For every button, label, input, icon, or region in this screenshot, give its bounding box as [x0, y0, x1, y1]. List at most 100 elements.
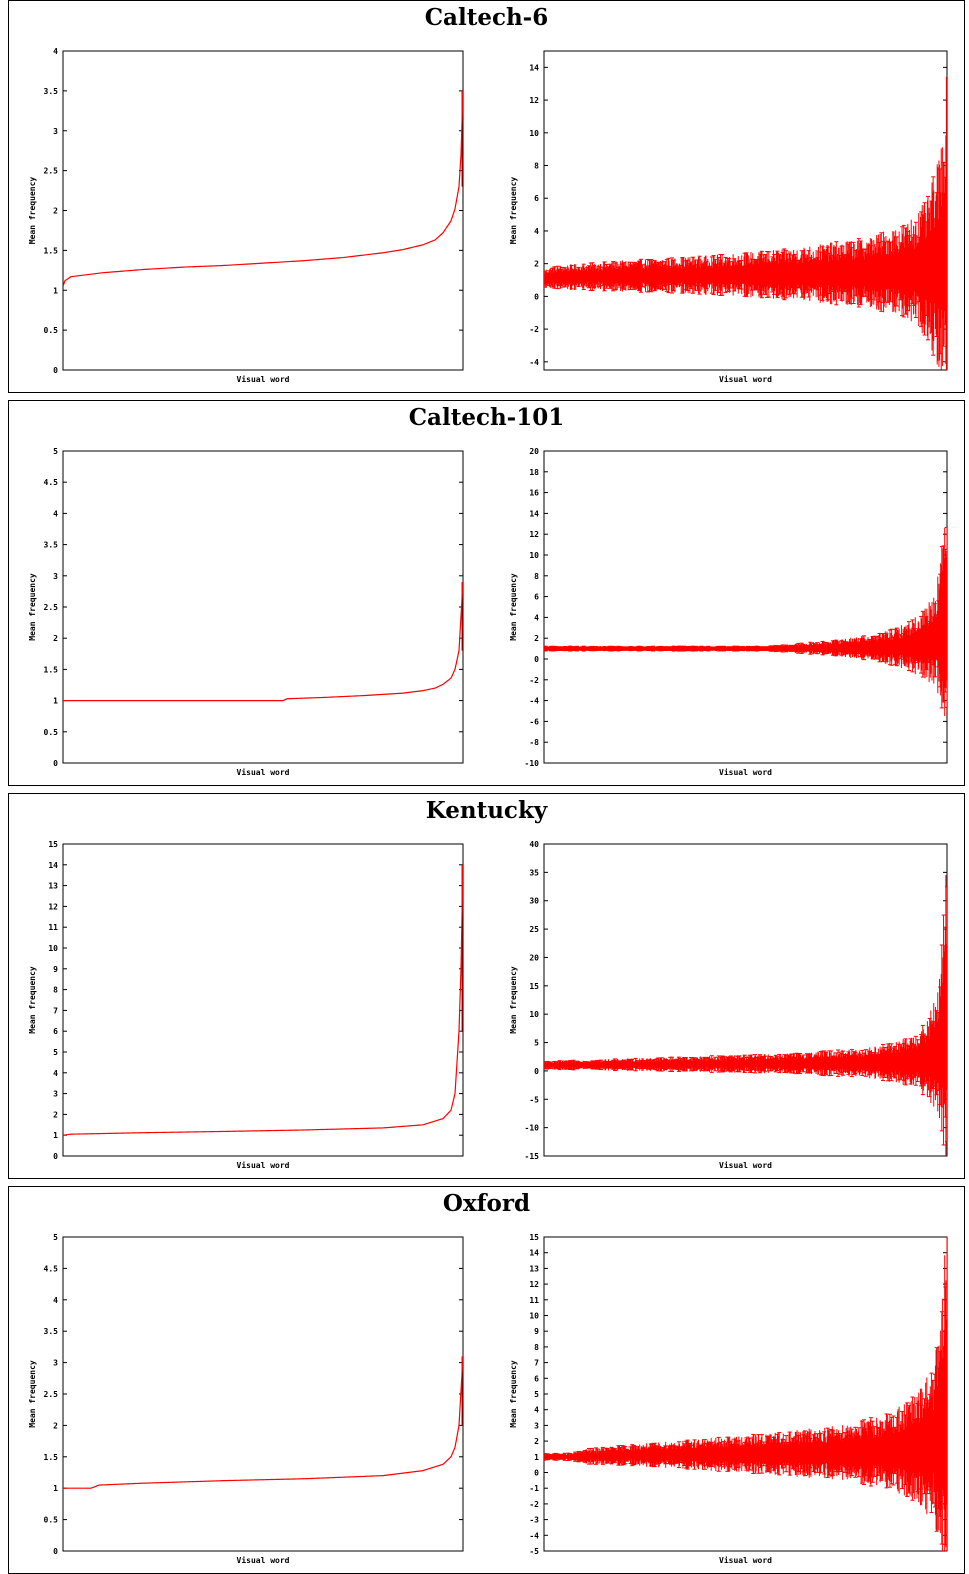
plot-frame — [62, 1236, 464, 1552]
plot-frame — [543, 50, 948, 371]
y-tick-label: 5 — [53, 1233, 58, 1242]
y-tick-label: -4 — [529, 1531, 539, 1540]
plot-frame — [543, 843, 948, 1157]
mean-frequency-line — [63, 90, 463, 287]
y-tick-label: 0 — [53, 759, 58, 768]
y-tick-label: 3 — [53, 1359, 58, 1368]
y-tick-label: 30 — [529, 897, 539, 906]
x-axis-label: Visual word — [719, 1555, 772, 1565]
y-tick-label: 1 — [534, 1453, 539, 1462]
y-tick-label: 1 — [53, 697, 58, 706]
y-tick-label: 0 — [53, 1547, 58, 1556]
y-tick-label: 13 — [529, 1264, 539, 1273]
mean-line — [544, 1013, 947, 1068]
y-tick-label: 13 — [48, 882, 58, 891]
y-tick-label: 12 — [529, 96, 539, 105]
y-tick-label: 10 — [529, 551, 539, 560]
y-tick-label: 4 — [534, 1406, 539, 1415]
y-tick-label: 12 — [529, 530, 539, 539]
y-tick-label: 2.5 — [44, 603, 59, 612]
y-tick-label: 11 — [48, 923, 58, 932]
y-tick-label: 4 — [53, 47, 58, 56]
y-tick-label: 4 — [53, 1069, 58, 1078]
y-tick-label: 14 — [48, 861, 58, 870]
y-tick-label: 5 — [53, 447, 58, 456]
y-tick-label: 0 — [53, 366, 58, 375]
plot-frame — [62, 843, 464, 1157]
mean-frequency-line-chart: 0 0.5 1 1.5 2 2.5 3 3.5 4 4.5 5 Visual word Mean fre… — [28, 1233, 464, 1565]
y-axis-label: Mean frequency — [509, 573, 518, 641]
x-axis-label: Visual word — [719, 767, 772, 777]
y-tick-label: 0 — [53, 1152, 58, 1161]
mean-line — [544, 246, 947, 282]
y-tick-label: 3.5 — [44, 1327, 59, 1336]
y-tick-label: 6 — [53, 1027, 58, 1036]
y-tick-label: 2 — [534, 634, 539, 643]
y-tick-label: 8 — [53, 986, 58, 995]
y-tick-label: 5 — [53, 1048, 58, 1057]
y-tick-label: 8 — [534, 162, 539, 171]
y-tick-label: 35 — [529, 868, 539, 877]
y-tick-label: -4 — [529, 358, 539, 367]
y-tick-label: 10 — [48, 944, 58, 953]
y-tick-label: 10 — [529, 129, 539, 138]
y-axis-label: Mean frequency — [28, 1360, 37, 1428]
y-tick-label: 2 — [534, 1437, 539, 1446]
y-axis-label: Mean frequency — [509, 1360, 518, 1428]
panel-title: Kentucky — [425, 797, 548, 824]
mean-frequency-line — [63, 582, 463, 702]
panel-title: Caltech-6 — [424, 4, 549, 31]
y-tick-label: 15 — [48, 840, 58, 849]
mean-frequency-line — [63, 1356, 463, 1489]
y-tick-label: 1 — [53, 1131, 58, 1140]
y-tick-label: 2 — [53, 1110, 58, 1119]
y-tick-label: 5 — [534, 1039, 539, 1048]
y-tick-label: 10 — [529, 1010, 539, 1019]
y-tick-label: 4 — [534, 227, 539, 236]
y-tick-label: -8 — [529, 738, 539, 747]
y-tick-label: 25 — [529, 925, 539, 934]
y-tick-label: 8 — [534, 572, 539, 581]
y-axis-label: Mean frequency — [28, 573, 37, 641]
y-tick-label: 20 — [529, 953, 539, 962]
y-tick-label: 10 — [529, 1312, 539, 1321]
y-tick-label: 3.5 — [44, 87, 59, 96]
y-tick-label: 11 — [529, 1296, 539, 1305]
dataset-panel: Caltech-6 0 0.5 1 1.5 2 2.5 3 3.5 4 Visual word Mea… — [8, 0, 965, 393]
y-tick-label: 0.5 — [44, 728, 59, 737]
y-tick-label: 0 — [534, 292, 539, 301]
y-tick-label: 5 — [534, 1390, 539, 1399]
x-axis-label: Visual word — [719, 1160, 772, 1170]
y-tick-label: 16 — [529, 489, 539, 498]
plot-frame — [543, 1236, 948, 1552]
mean-frequency-errorbar-chart: -4 -2 0 2 4 6 8 10 12 14 Visual word Mean frequency — [509, 50, 948, 384]
mean-frequency-errorbar-chart: -10 -8 -6 -4 -2 0 2 4 6 8 10 12 14 16 18 20 Visual word M… — [509, 447, 948, 777]
mean-frequency-errorbar-chart: -15 -10 -5 0 5 10 15 20 25 30 35 40 Visual word Mean … — [509, 840, 948, 1170]
y-tick-label: 14 — [529, 63, 539, 72]
y-tick-label: 0 — [534, 655, 539, 664]
y-tick-label: 9 — [53, 965, 58, 974]
x-axis-label: Visual word — [237, 374, 290, 384]
y-tick-label: 40 — [529, 840, 539, 849]
y-tick-label: 3.5 — [44, 541, 59, 550]
y-tick-label: 12 — [529, 1280, 539, 1289]
dataset-panel: Oxford 0 0.5 1 1.5 2 2.5 3 3.5 4 4.5 5 Visual word Me… — [8, 1186, 965, 1574]
plot-frame — [62, 50, 464, 371]
y-axis-label: Mean frequency — [28, 966, 37, 1034]
y-tick-label: -10 — [525, 1124, 540, 1133]
y-tick-label: 1 — [53, 1484, 58, 1493]
y-tick-label: -1 — [529, 1484, 539, 1493]
y-tick-label: 15 — [529, 982, 539, 991]
y-axis-label: Mean frequency — [509, 177, 518, 245]
plot-frame — [543, 450, 948, 764]
x-axis-label: Visual word — [237, 1555, 290, 1565]
plot-frame — [62, 450, 464, 764]
y-axis-label: Mean frequency — [28, 177, 37, 245]
mean-line — [544, 616, 947, 651]
x-axis-label: Visual word — [719, 374, 772, 384]
dataset-panel: Caltech-101 0 0.5 1 1.5 2 2.5 3 3.5 4 4.5 5 Visual w… — [8, 400, 965, 786]
y-tick-label: 2 — [534, 260, 539, 269]
y-tick-label: 0.5 — [44, 326, 59, 335]
y-tick-label: 4 — [53, 1296, 58, 1305]
